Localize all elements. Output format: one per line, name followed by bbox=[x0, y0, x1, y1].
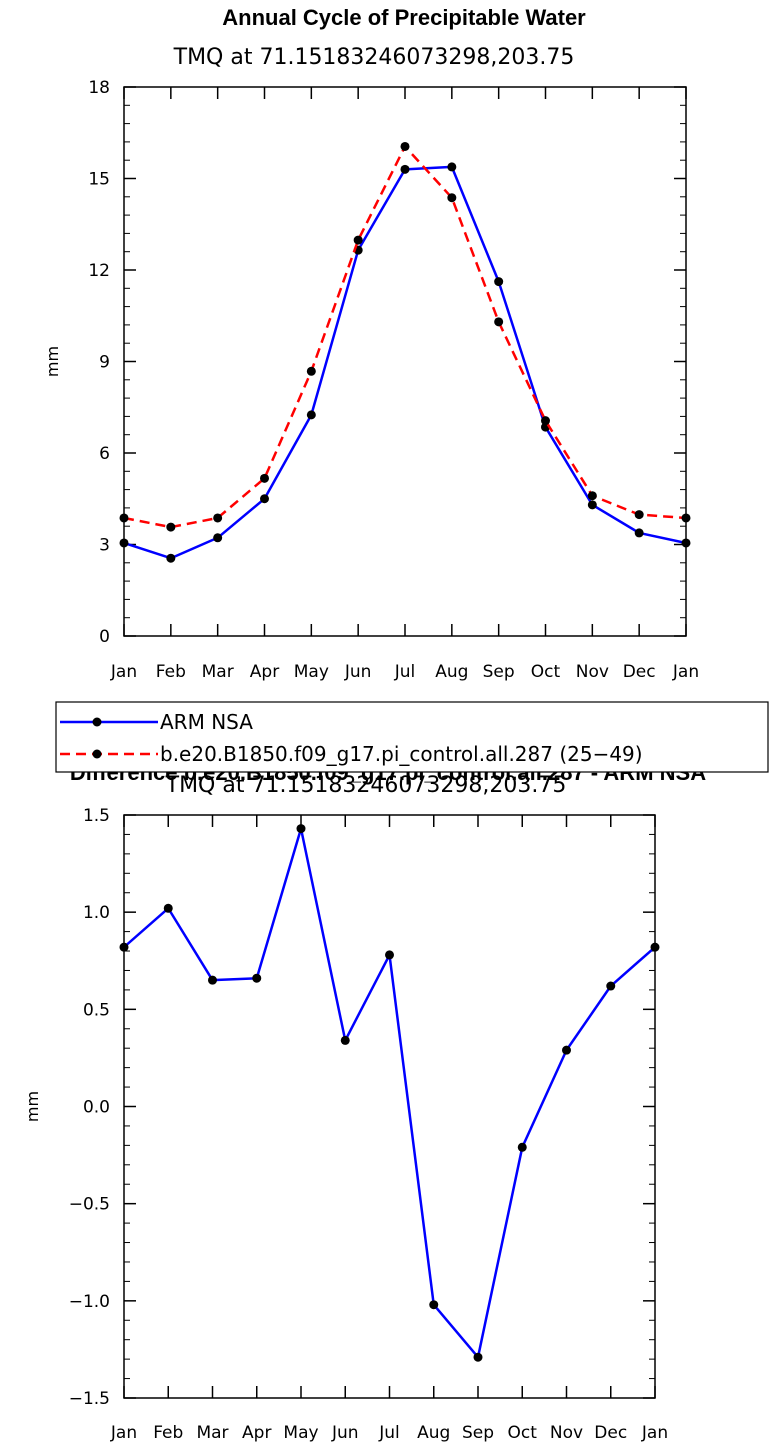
x-tick-label: Jan bbox=[641, 1423, 668, 1443]
x-tick-label: Apr bbox=[250, 662, 279, 682]
y-tick-label: 6 bbox=[99, 444, 110, 464]
x-tick-label: Nov bbox=[550, 1423, 583, 1443]
x-tick-label: Aug bbox=[435, 662, 468, 682]
data-point bbox=[634, 510, 644, 520]
x-tick-label: Jul bbox=[394, 662, 416, 682]
data-point bbox=[681, 513, 691, 523]
y-axis-label: mm bbox=[23, 1091, 42, 1122]
data-point bbox=[208, 975, 217, 985]
x-tick-label: Dec bbox=[623, 662, 656, 682]
data-point bbox=[252, 973, 262, 983]
data-point bbox=[119, 942, 129, 952]
legend-marker bbox=[92, 749, 102, 759]
y-tick-label: 1.5 bbox=[83, 806, 110, 826]
y-tick-label: 3 bbox=[99, 536, 110, 556]
data-point bbox=[606, 981, 616, 991]
series-line-1 bbox=[123, 145, 687, 529]
data-point bbox=[340, 1035, 350, 1045]
data-point bbox=[260, 473, 269, 483]
legend-marker bbox=[92, 717, 102, 727]
data-point bbox=[400, 141, 410, 151]
data-point bbox=[213, 513, 223, 523]
y-tick-label: 15 bbox=[88, 170, 110, 190]
data-point bbox=[650, 942, 660, 952]
data-point bbox=[429, 1300, 439, 1310]
y-tick-label: 1.0 bbox=[83, 903, 110, 923]
x-tick-label: Mar bbox=[202, 662, 234, 682]
x-tick-label: Jun bbox=[331, 1423, 359, 1443]
data-point bbox=[494, 317, 504, 327]
x-tick-label: Jul bbox=[378, 1423, 400, 1443]
data-point bbox=[260, 494, 269, 504]
data-point bbox=[562, 1045, 571, 1055]
data-point bbox=[447, 162, 457, 172]
x-tick-label: Aug bbox=[417, 1423, 450, 1443]
x-tick-label: Jun bbox=[344, 662, 372, 682]
data-point bbox=[306, 366, 316, 376]
x-tick-label: Oct bbox=[531, 662, 561, 682]
chart-subtitle: TMQ at 71.15183246073298,203.75 bbox=[173, 45, 575, 70]
data-point bbox=[587, 491, 597, 501]
data-point bbox=[494, 277, 504, 287]
data-point bbox=[400, 164, 410, 174]
data-point bbox=[306, 410, 316, 420]
x-tick-label: Sep bbox=[483, 662, 515, 682]
legend-label: ARM NSA bbox=[160, 710, 253, 734]
series-line-0 bbox=[123, 827, 656, 1359]
y-tick-label: 12 bbox=[88, 261, 110, 281]
data-point bbox=[166, 553, 176, 563]
x-tick-label: May bbox=[294, 662, 329, 682]
chart-subtitle: TMQ at 71.15183246073298,203.75 bbox=[165, 773, 567, 798]
data-point bbox=[447, 193, 457, 203]
x-tick-label: May bbox=[283, 1423, 318, 1443]
y-tick-label: 18 bbox=[88, 78, 110, 98]
y-tick-label: −1.0 bbox=[69, 1292, 110, 1312]
data-point bbox=[681, 538, 691, 548]
y-tick-label: 0.5 bbox=[83, 1000, 110, 1020]
y-tick-label: 0.0 bbox=[83, 1098, 110, 1118]
data-point bbox=[385, 950, 394, 960]
data-point bbox=[473, 1352, 483, 1362]
series-line-0 bbox=[123, 165, 687, 560]
data-point bbox=[213, 533, 223, 543]
x-tick-label: Feb bbox=[156, 662, 186, 682]
y-tick-label: −0.5 bbox=[69, 1195, 110, 1215]
data-point bbox=[517, 1142, 527, 1152]
data-point bbox=[163, 903, 173, 913]
data-point bbox=[296, 824, 306, 834]
x-tick-label: Jan bbox=[110, 662, 137, 682]
data-point bbox=[541, 416, 550, 426]
y-tick-label: −1.5 bbox=[69, 1389, 110, 1409]
y-tick-label: 0 bbox=[99, 627, 110, 647]
data-point bbox=[119, 538, 129, 548]
x-tick-label: Nov bbox=[576, 662, 609, 682]
data-point bbox=[353, 235, 363, 245]
x-tick-label: Jan bbox=[110, 1423, 137, 1443]
x-tick-label: Oct bbox=[508, 1423, 538, 1443]
x-tick-label: Apr bbox=[242, 1423, 271, 1443]
data-point bbox=[119, 513, 129, 523]
x-tick-label: Jan bbox=[672, 662, 699, 682]
y-tick-label: 9 bbox=[99, 353, 110, 373]
x-tick-label: Mar bbox=[196, 1423, 228, 1443]
y-axis-label: mm bbox=[43, 346, 62, 377]
legend-box bbox=[55, 701, 769, 773]
x-tick-label: Dec bbox=[594, 1423, 627, 1443]
x-tick-label: Feb bbox=[153, 1423, 183, 1443]
plot-frame bbox=[123, 814, 656, 1399]
x-tick-label: Sep bbox=[462, 1423, 494, 1443]
data-point bbox=[166, 522, 176, 532]
legend-label: b.e20.B1850.f09_g17.pi_control.all.287 (… bbox=[160, 742, 643, 766]
data-point bbox=[634, 528, 644, 538]
data-point bbox=[587, 500, 597, 510]
chart-title: Annual Cycle of Precipitable Water bbox=[222, 5, 586, 30]
